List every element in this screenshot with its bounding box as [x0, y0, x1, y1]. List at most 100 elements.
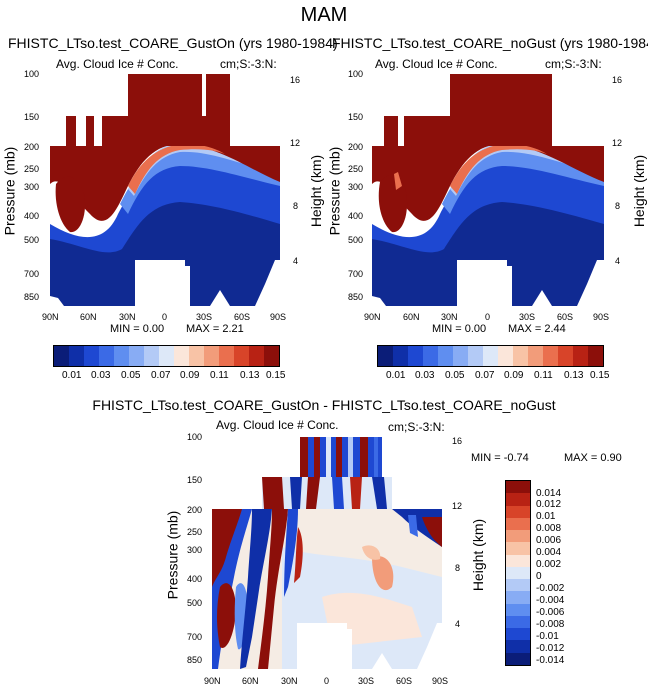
panel1-ytick: 100 [24, 69, 40, 79]
panel3-ytick: 850 [187, 655, 203, 665]
panel3-colorbar-label: 0.008 [536, 523, 562, 534]
colorbar-swatch [378, 346, 393, 366]
colorbar-swatch [159, 346, 174, 366]
colorbar-swatch [506, 530, 530, 543]
panel2-xtick: 0 [485, 312, 491, 322]
panel2-ytick: 100 [348, 69, 364, 79]
panel2-xtick: 90N [364, 312, 381, 322]
panel2-title: FHISTC_LTso.test_COARE_noGust (yrs 1980-… [332, 35, 648, 51]
panel1-ytick: 300 [24, 182, 40, 192]
panel1-heatmap [50, 74, 280, 306]
panel3-variable-label: Avg. Cloud Ice # Conc. [216, 418, 339, 432]
panel3-colorbar-label: -0.008 [536, 619, 565, 630]
colorbar-swatch [506, 566, 530, 580]
panel3-colorbar-label: 0.004 [536, 547, 562, 558]
colorbar-swatch [468, 346, 483, 366]
colorbar-swatch [528, 346, 543, 366]
colorbar-swatch [498, 346, 513, 366]
colorbar-swatch [506, 628, 530, 641]
colorbar-swatch [588, 346, 603, 366]
colorbar-swatch [506, 481, 530, 494]
panel3-colorbar [505, 480, 531, 666]
panel2-xtick: 90S [593, 312, 610, 322]
colorbar-swatch [264, 346, 279, 366]
colorbar-swatch [506, 542, 530, 555]
panel3-xtick: 60S [396, 676, 413, 686]
colorbar-swatch [513, 346, 528, 366]
panel3-ytick-right: 8 [455, 563, 461, 573]
panel3-title: FHISTC_LTso.test_COARE_GustOn - FHISTC_L… [92, 397, 556, 413]
panel2-units-label: cm;S:-3:N: [545, 57, 602, 71]
panel2-y-axis-title: Pressure (mb) [326, 146, 343, 236]
panel2-ytick: 700 [348, 269, 364, 279]
panel2-xtick: 30N [441, 312, 458, 322]
panel3-colorbar-label: 0.014 [536, 488, 562, 499]
panel2-min-label: MIN = 0.00 [432, 323, 487, 335]
colorbar-swatch [174, 346, 189, 366]
colorbar-swatch [506, 505, 530, 518]
panel3-ytick: 500 [187, 598, 203, 608]
panel3-ytick: 100 [187, 432, 203, 442]
panel1-colorbar-label: 0.03 [91, 370, 111, 381]
panel3-xtick: 0 [324, 676, 330, 686]
panel1-units-label: cm;S:-3:N: [220, 57, 277, 71]
panel3-ytick-right: 12 [452, 501, 463, 511]
panel2-ytick: 250 [348, 164, 364, 174]
colorbar-swatch [506, 554, 530, 567]
panel3-colorbar-label: -0.014 [536, 655, 565, 666]
panel2-colorbar-label: 0.03 [415, 370, 435, 381]
panel2-ytick: 850 [348, 292, 364, 302]
panel2-ytick: 500 [348, 235, 364, 245]
panel2-colorbar [377, 345, 604, 367]
panel1-ytick: 250 [24, 164, 40, 174]
panel1-colorbar-label: 0.11 [210, 370, 229, 381]
panel1-y-axis-right-title: Height (km) [308, 154, 325, 228]
colorbar-swatch [506, 640, 530, 653]
panel3-xtick: 30S [358, 676, 375, 686]
panel2-xtick: 60N [403, 312, 420, 322]
panel2-colorbar-label: 0.15 [590, 370, 610, 381]
panel3-xtick: 60N [242, 676, 259, 686]
panel1-plot-area [50, 74, 280, 306]
panel3-colorbar-label: 0.002 [536, 559, 562, 570]
panel3-colorbar-label: -0.006 [536, 607, 565, 618]
panel1-min-label: MIN = 0.00 [110, 323, 165, 335]
panel1-colorbar-label: 0.01 [62, 370, 82, 381]
colorbar-swatch [249, 346, 264, 366]
panel2-xtick: 60S [557, 312, 574, 322]
panel1-ytick-right: 4 [293, 256, 299, 266]
colorbar-swatch [573, 346, 588, 366]
panel3-units-label: cm;S:-3:N: [388, 420, 445, 434]
colorbar-swatch [453, 346, 468, 366]
panel1-ytick: 200 [24, 142, 40, 152]
panel1-xtick: 60S [234, 312, 251, 322]
panel3-colorbar-label: 0.01 [536, 511, 556, 522]
panel3-ytick: 400 [187, 574, 203, 584]
panel1-ytick: 700 [24, 269, 40, 279]
panel3-colorbar-label: 0.006 [536, 535, 562, 546]
colorbar-swatch [506, 603, 530, 616]
colorbar-swatch [99, 346, 114, 366]
colorbar-swatch [506, 615, 530, 629]
panel3-ytick: 200 [187, 505, 203, 515]
colorbar-swatch [438, 346, 453, 366]
panel3-ytick: 700 [187, 632, 203, 642]
panel2-variable-label: Avg. Cloud Ice # Conc. [375, 57, 498, 71]
colorbar-swatch [69, 346, 84, 366]
colorbar-swatch [189, 346, 204, 366]
colorbar-swatch [393, 346, 408, 366]
colorbar-swatch [506, 493, 530, 506]
panel2-colorbar-label: 0.13 [564, 370, 584, 381]
panel1-colorbar-label: 0.13 [240, 370, 260, 381]
panel3-plot-area [212, 437, 442, 669]
panel1-xtick: 90S [270, 312, 287, 322]
panel2-ytick-right: 12 [612, 138, 623, 148]
panel3-colorbar-label: -0.012 [536, 643, 565, 654]
colorbar-swatch [234, 346, 249, 366]
panel3-y-axis-right-title: Height (km) [470, 518, 487, 592]
panel1-xtick: 60N [80, 312, 97, 322]
panel1-colorbar-label: 0.09 [180, 370, 200, 381]
panel1-ytick-right: 12 [290, 138, 301, 148]
panel1-max-label: MAX = 2.21 [186, 323, 244, 335]
panel3-colorbar-label: -0.004 [536, 595, 565, 606]
